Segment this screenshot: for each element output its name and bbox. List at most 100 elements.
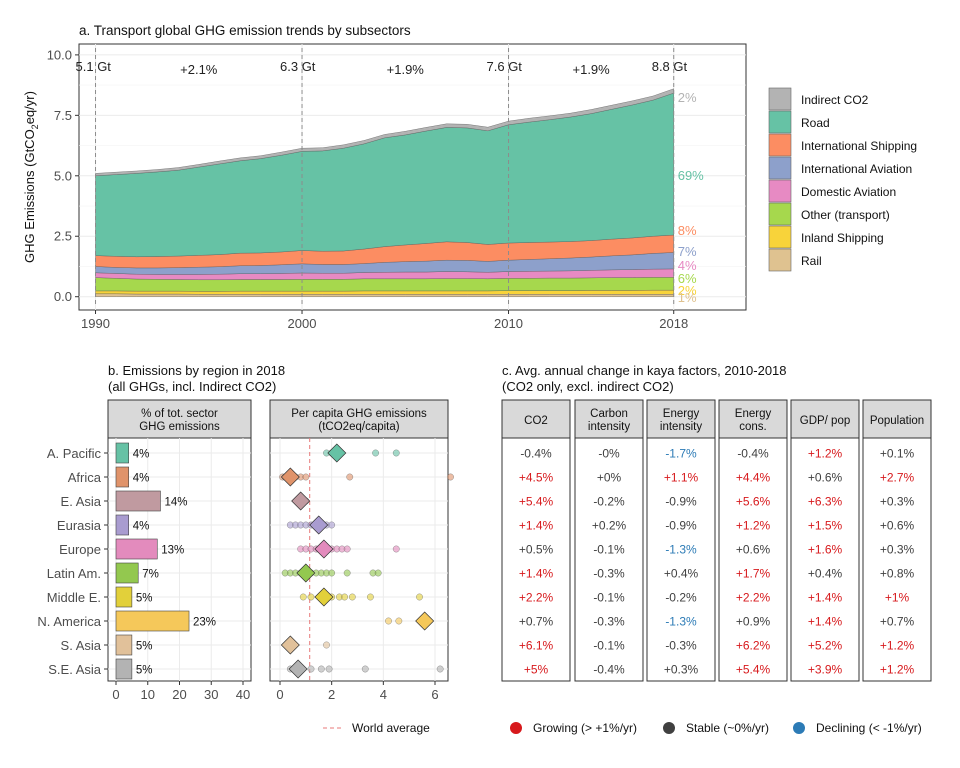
- kaya-cell-value: +1.2%: [880, 663, 915, 677]
- bar-value-label: 5%: [136, 641, 153, 653]
- kaya-cell-value: -0.3%: [665, 639, 697, 653]
- share-label-inland_shipping: 2%: [678, 283, 697, 298]
- kaya-cell-value: +5.4%: [519, 495, 554, 509]
- kaya-cell-value: +6.3%: [808, 495, 843, 509]
- kaya-cell-value: +1.2%: [808, 447, 843, 461]
- bar-value-label: 4%: [133, 473, 150, 485]
- country-point: [346, 473, 354, 481]
- kaya-cell-value: -0.1%: [593, 543, 625, 557]
- kaya-cell-value: +0.4%: [664, 567, 699, 581]
- y-tick-label: 7.5: [54, 108, 72, 123]
- bar-value-label: 4%: [133, 521, 150, 533]
- bar-value-label: 5%: [136, 665, 153, 677]
- region-label: A. Pacific: [47, 446, 102, 461]
- kaya-cell-value: -0.1%: [593, 639, 625, 653]
- country-point: [361, 665, 369, 673]
- region-label: Africa: [68, 470, 102, 485]
- column-panel: [862, 437, 932, 682]
- bar-value-label: 14%: [164, 497, 187, 509]
- kaya-cell-value: +5%: [524, 663, 549, 677]
- region-average-diamond: [280, 467, 300, 487]
- country-point: [436, 665, 444, 673]
- x-tick-label: 2010: [494, 316, 523, 331]
- panel-a-title: a. Transport global GHG emission trends …: [79, 23, 411, 38]
- legend-label-other_transport: Other (transport): [801, 208, 890, 222]
- kaya-cell-value: -0.1%: [593, 591, 625, 605]
- region-label: Middle E.: [47, 590, 101, 605]
- panel-c-subtitle: (CO2 only, excl. indirect CO2): [502, 379, 674, 394]
- country-point: [307, 593, 315, 601]
- panel-b-subtitle: (all GHGs, incl. Indirect CO2): [108, 379, 276, 394]
- kaya-cell-value: +2.2%: [736, 591, 771, 605]
- kaya-cell-value: -1.3%: [665, 615, 697, 629]
- kaya-cell-value: +0.6%: [808, 471, 843, 485]
- kaya-cell-value: +0.4%: [808, 567, 843, 581]
- panel-percapita-strip-line1: Per capita GHG emissions: [291, 408, 427, 420]
- country-point: [341, 593, 349, 601]
- bar-S.E. Asia: [115, 658, 133, 680]
- panel-percapita-strip: [269, 399, 449, 439]
- country-point: [395, 617, 403, 625]
- kaya-cell-value: +5.2%: [808, 639, 843, 653]
- legend-dot-growing: [510, 722, 522, 734]
- country-point: [372, 449, 380, 457]
- y-tick-label: 5.0: [54, 168, 72, 183]
- country-point: [323, 641, 330, 649]
- panel-a: a. Transport global GHG emission trends …: [22, 23, 747, 331]
- region-label: Europe: [59, 542, 101, 557]
- country-point: [447, 473, 454, 481]
- x-tick-label: 10: [141, 687, 155, 702]
- kaya-cell-value: -0.9%: [665, 495, 697, 509]
- legend-label-declining: Declining (< -1%/yr): [816, 721, 922, 735]
- bar-value-label: 13%: [161, 545, 184, 557]
- total-label: 8.8 Gt: [652, 59, 688, 74]
- column-panel: [646, 437, 716, 682]
- bar-Latin Am.: [115, 562, 139, 584]
- country-point: [328, 521, 336, 529]
- total-label: 6.3 Gt: [280, 59, 316, 74]
- share-label-other_transport: 6%: [678, 271, 697, 286]
- kaya-cell-value: +0.6%: [736, 543, 771, 557]
- kaya-cell-value: +0.3%: [880, 495, 915, 509]
- legend-dot-stable: [663, 722, 675, 734]
- kaya-cell-value: +0.5%: [519, 543, 554, 557]
- panel-a-legend: Indirect CO2 Road International Shipping In…: [768, 87, 917, 272]
- share-label-international_shipping: 8%: [678, 223, 697, 238]
- legend-swatch-domestic_aviation: [768, 179, 792, 203]
- region-average-diamond: [327, 443, 347, 463]
- country-point: [325, 665, 333, 673]
- kaya-cell-value: +5.6%: [736, 495, 771, 509]
- region-label: Eurasia: [57, 518, 102, 533]
- legend-label-road: Road: [801, 116, 830, 130]
- kaya-cell-value: +0.3%: [880, 543, 915, 557]
- bar-Middle E.: [115, 586, 133, 608]
- country-point: [392, 545, 400, 553]
- legend-swatch-rail: [768, 248, 792, 272]
- x-tick-label: 6: [431, 687, 438, 702]
- kaya-cell-value: +1.4%: [519, 567, 554, 581]
- legend-swatch-international_aviation: [768, 156, 792, 180]
- kaya-cell-value: -0.2%: [593, 495, 625, 509]
- kaya-cell-value: -0.3%: [593, 615, 625, 629]
- panel-c: c. Avg. annual change in kaya factors, 2…: [501, 363, 932, 735]
- column-header-strip: [862, 399, 932, 439]
- country-point: [328, 569, 336, 577]
- region-label: N. America: [37, 614, 101, 629]
- kaya-cell-value: +3.9%: [808, 663, 843, 677]
- panel-b-strip-line2: GHG emissions: [139, 421, 220, 433]
- legend-label-rail: Rail: [801, 254, 822, 268]
- kaya-cell-value: +1.4%: [519, 519, 554, 533]
- bar-A. Pacific: [115, 442, 129, 464]
- kaya-cell-value: +2.7%: [880, 471, 915, 485]
- country-point: [307, 665, 315, 673]
- panel-c-title: c. Avg. annual change in kaya factors, 2…: [502, 363, 787, 378]
- x-tick-label: 20: [172, 687, 186, 702]
- kaya-cell-value: -0.4%: [520, 447, 552, 461]
- x-tick-label: 0: [112, 687, 119, 702]
- column-header-label: Carbon: [590, 408, 628, 420]
- kaya-cell-value: +0.7%: [519, 615, 554, 629]
- bar-value-label: 5%: [136, 593, 153, 605]
- column-header-label: cons.: [739, 421, 767, 433]
- kaya-cell-value: +4.5%: [519, 471, 554, 485]
